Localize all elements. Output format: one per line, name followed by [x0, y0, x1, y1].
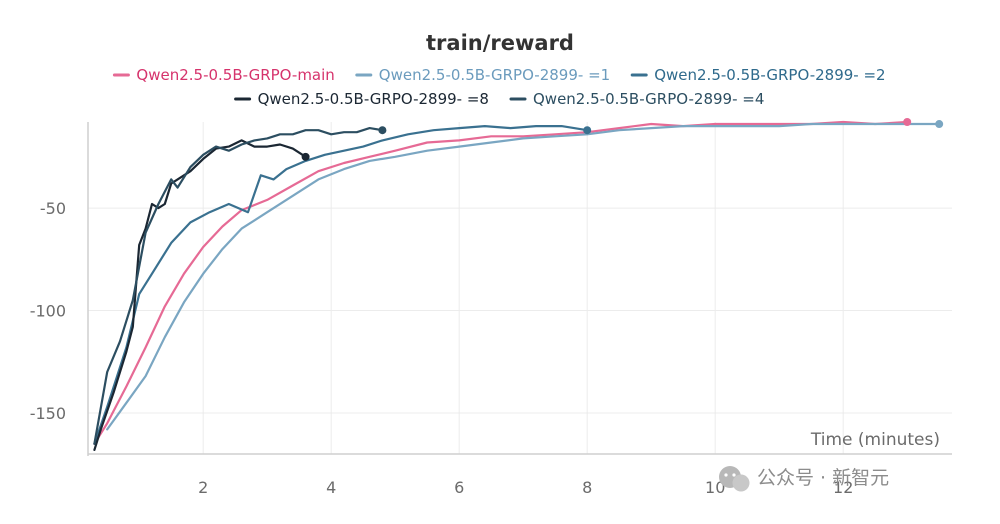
chart-title: train/reward	[426, 31, 574, 55]
series-line-1	[106, 122, 941, 431]
x-tick-label: 10	[705, 478, 725, 497]
legend-item-1[interactable]: Qwen2.5-0.5B-GRPO-2899- =1	[355, 66, 610, 84]
end-marker-1	[935, 120, 944, 129]
legend-item-0[interactable]: Qwen2.5-0.5B-GRPO-main	[112, 66, 335, 84]
series-line-0	[93, 120, 909, 445]
y-tick-label: -150	[30, 404, 66, 423]
x-tick-label: 4	[326, 478, 336, 497]
legend-item-3[interactable]: Qwen2.5-0.5B-GRPO-2899- =8	[234, 90, 489, 108]
x-tick-label: 2	[198, 478, 208, 497]
legend-label: Qwen2.5-0.5B-GRPO-2899- =8	[258, 90, 489, 108]
legend-item-4[interactable]: Qwen2.5-0.5B-GRPO-2899- =4	[509, 90, 764, 108]
end-marker-4	[378, 126, 387, 135]
y-tick-label: -50	[40, 199, 66, 218]
series-line-4	[93, 127, 384, 445]
x-tick-label: 12	[833, 478, 853, 497]
end-marker-0	[903, 118, 912, 126]
wechat-icon	[719, 466, 750, 492]
y-tick-label: -100	[30, 302, 66, 321]
series-line-2	[93, 124, 589, 445]
series-lines	[93, 120, 941, 451]
legend-label: Qwen2.5-0.5B-GRPO-main	[136, 66, 334, 84]
end-marker-2	[583, 126, 592, 135]
x-axis-title: Time (minutes)	[810, 430, 940, 450]
end-marker-3	[301, 152, 310, 161]
series-line-3	[93, 139, 307, 451]
legend-item-2[interactable]: Qwen2.5-0.5B-GRPO-2899- =2	[630, 66, 886, 84]
x-tick-label: 8	[582, 478, 592, 497]
legend-label: Qwen2.5-0.5B-GRPO-2899- =4	[533, 90, 764, 108]
watermark: 公众号 · 新智元	[719, 466, 889, 492]
gridlines	[88, 122, 952, 454]
legend-label: Qwen2.5-0.5B-GRPO-2899- =1	[379, 66, 610, 84]
legend-label: Qwen2.5-0.5B-GRPO-2899- =2	[654, 66, 885, 84]
x-tick-label: 6	[454, 478, 464, 497]
series-end-markers	[301, 118, 944, 161]
axes: -50 -100 -150 2 4 6 8 10 12	[30, 122, 952, 497]
legend[interactable]: Qwen2.5-0.5B-GRPO-main Qwen2.5-0.5B-GRPO-…	[112, 66, 886, 108]
watermark-text: 公众号 · 新智元	[757, 467, 889, 489]
